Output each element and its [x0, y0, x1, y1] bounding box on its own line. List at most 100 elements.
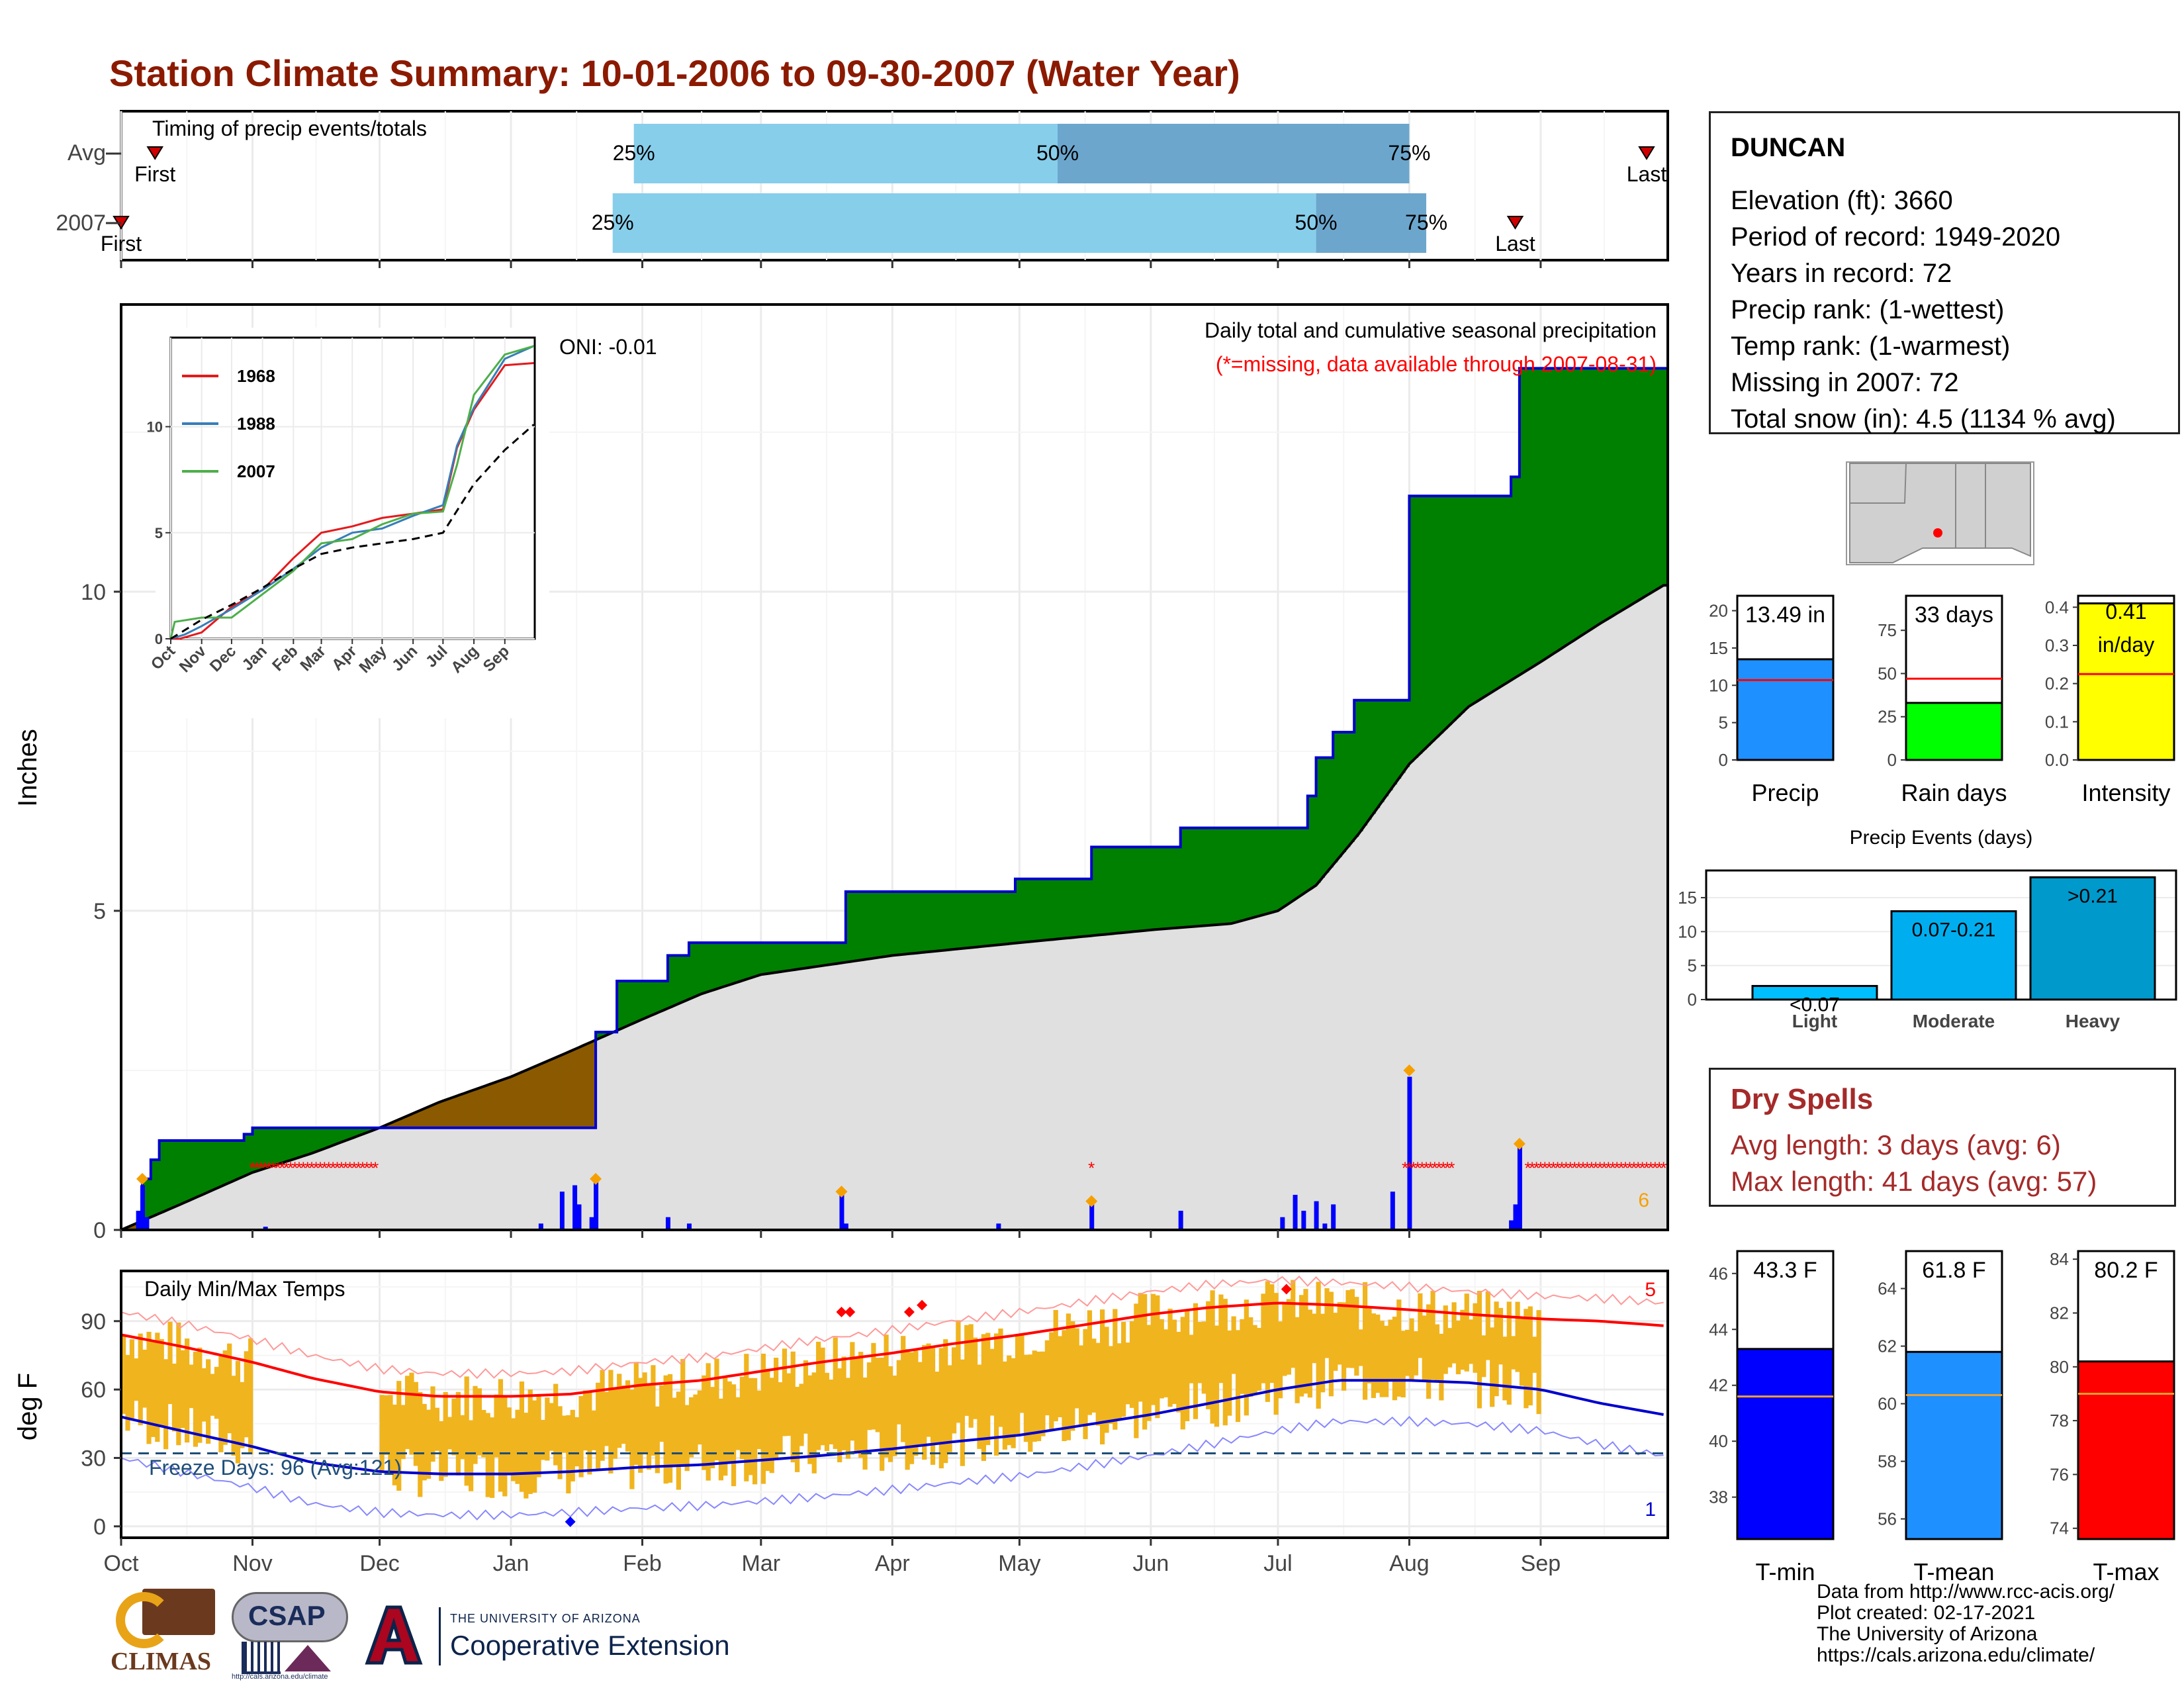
departure-area [1418, 496, 1423, 754]
daily-temp-bar [629, 1389, 635, 1489]
departure-area [1333, 731, 1338, 863]
departure-area [210, 1141, 215, 1191]
y-tick-label: 10 [81, 580, 106, 605]
mini-y-tick-label: 62 [1878, 1336, 1897, 1356]
inset-y-tick-label: 5 [155, 525, 163, 541]
departure-area [557, 1055, 563, 1128]
departure-area [218, 1141, 224, 1187]
departure-area [960, 892, 965, 949]
departure-area [1100, 847, 1105, 935]
daily-precip-bar [1089, 1204, 1095, 1230]
departure-area [1591, 368, 1596, 628]
departure-area [1400, 700, 1406, 773]
departure-area [320, 1127, 325, 1150]
precip-stat-panels: 13.49 in 0 5 10 15 20 Precip 33 days 0 25 50 75 Rain… [1709, 594, 2175, 806]
daily-temp-bar [1532, 1336, 1537, 1373]
missing-marker: * [342, 1158, 349, 1178]
daily-temp-bar [769, 1378, 774, 1474]
daily-temp-bar [862, 1377, 868, 1470]
departure-area [1256, 827, 1261, 916]
departure-area [1490, 496, 1495, 692]
mini-y-tick-label: 76 [2050, 1464, 2069, 1484]
departure-area [1269, 827, 1275, 913]
departure-area [1019, 878, 1024, 943]
mini-category-label: Rain days [1901, 779, 2007, 806]
daily-temp-bar [553, 1383, 559, 1466]
departure-area [1316, 757, 1321, 883]
daily-temp-bar [866, 1362, 872, 1430]
departure-area [693, 943, 698, 997]
departure-area [951, 892, 956, 950]
daily-temp-bar [977, 1364, 982, 1449]
daily-temp-bar [1116, 1343, 1122, 1421]
precip-heading: Daily total and cumulative seasonal prec… [1205, 318, 1657, 342]
daily-temp-bar [1430, 1290, 1435, 1380]
departure-area [447, 1098, 453, 1128]
missing-marker: * [1622, 1158, 1629, 1178]
daily-temp-bar [667, 1374, 673, 1483]
daily-temp-bar [718, 1398, 723, 1481]
daily-temp-bar [1515, 1301, 1520, 1372]
daily-temp-bar [1269, 1284, 1275, 1383]
daily-temp-bar [413, 1382, 418, 1466]
daily-temp-bar [833, 1337, 838, 1449]
timing-label-50: 50% [1295, 211, 1338, 234]
departure-area [464, 1092, 469, 1128]
departure-area [1469, 496, 1474, 706]
departure-area [523, 1070, 529, 1128]
climas-logo-text: CLIMAS [111, 1648, 212, 1675]
missing-marker: * [1402, 1158, 1408, 1178]
daily-temp-bar [189, 1364, 194, 1409]
departure-area [1189, 827, 1194, 927]
missing-marker: * [1432, 1158, 1438, 1178]
daily-temp-bar [591, 1410, 596, 1450]
missing-marker: * [368, 1158, 375, 1178]
departure-area [591, 1041, 596, 1128]
daily-temp-bar [227, 1343, 232, 1434]
daily-precip-bar [538, 1223, 543, 1230]
departure-area [1582, 368, 1588, 633]
departure-area [968, 892, 974, 948]
departure-area [316, 1127, 321, 1151]
temp-stat-panels: 43.3 F 38 40 42 44 46 T-min 61.8 F 56 58 60 62 64 T-m… [1709, 1249, 2175, 1585]
departure-area [291, 1127, 296, 1160]
daily-temp-bar [1400, 1331, 1406, 1397]
departure-area [1227, 827, 1232, 924]
event-marker [835, 1186, 848, 1198]
departure-area [1413, 496, 1418, 758]
missing-marker: * [266, 1158, 273, 1178]
departure-area [1629, 368, 1635, 605]
daily-temp-bar [1163, 1329, 1169, 1397]
departure-area [214, 1141, 219, 1189]
departure-area [1574, 368, 1580, 639]
departure-area [1023, 878, 1028, 943]
departure-area [1049, 878, 1054, 940]
departure-area [1549, 368, 1554, 655]
daily-temp-bar [1134, 1303, 1139, 1438]
departure-area [163, 1141, 169, 1211]
station-info-line: Years in record: 72 [1731, 259, 1952, 288]
departure-area [1058, 878, 1063, 939]
missing-marker: * [287, 1158, 294, 1178]
daily-temp-bar [765, 1368, 770, 1472]
daily-temp-bar [1519, 1319, 1525, 1386]
departure-area [1104, 847, 1109, 935]
page-title: Station Climate Summary: 10-01-2006 to 0… [109, 52, 1240, 94]
daily-temp-bar [1295, 1317, 1300, 1403]
departure-area [629, 980, 635, 1024]
departure-area [905, 892, 910, 955]
departure-area [956, 892, 961, 949]
departure-area [964, 892, 970, 949]
daily-temp-bar [1113, 1309, 1118, 1430]
mini-value-bar [2077, 1360, 2175, 1540]
departure-area [1282, 827, 1287, 907]
timing-label-75: 75% [1388, 141, 1430, 165]
departure-area [1384, 700, 1389, 796]
missing-marker: * [1563, 1158, 1569, 1178]
last-event-marker [1506, 216, 1524, 230]
daily-precip-bar [843, 1223, 848, 1230]
departure-area [303, 1127, 308, 1156]
record-high-marker [917, 1299, 928, 1311]
daily-temp-bar [477, 1388, 482, 1456]
